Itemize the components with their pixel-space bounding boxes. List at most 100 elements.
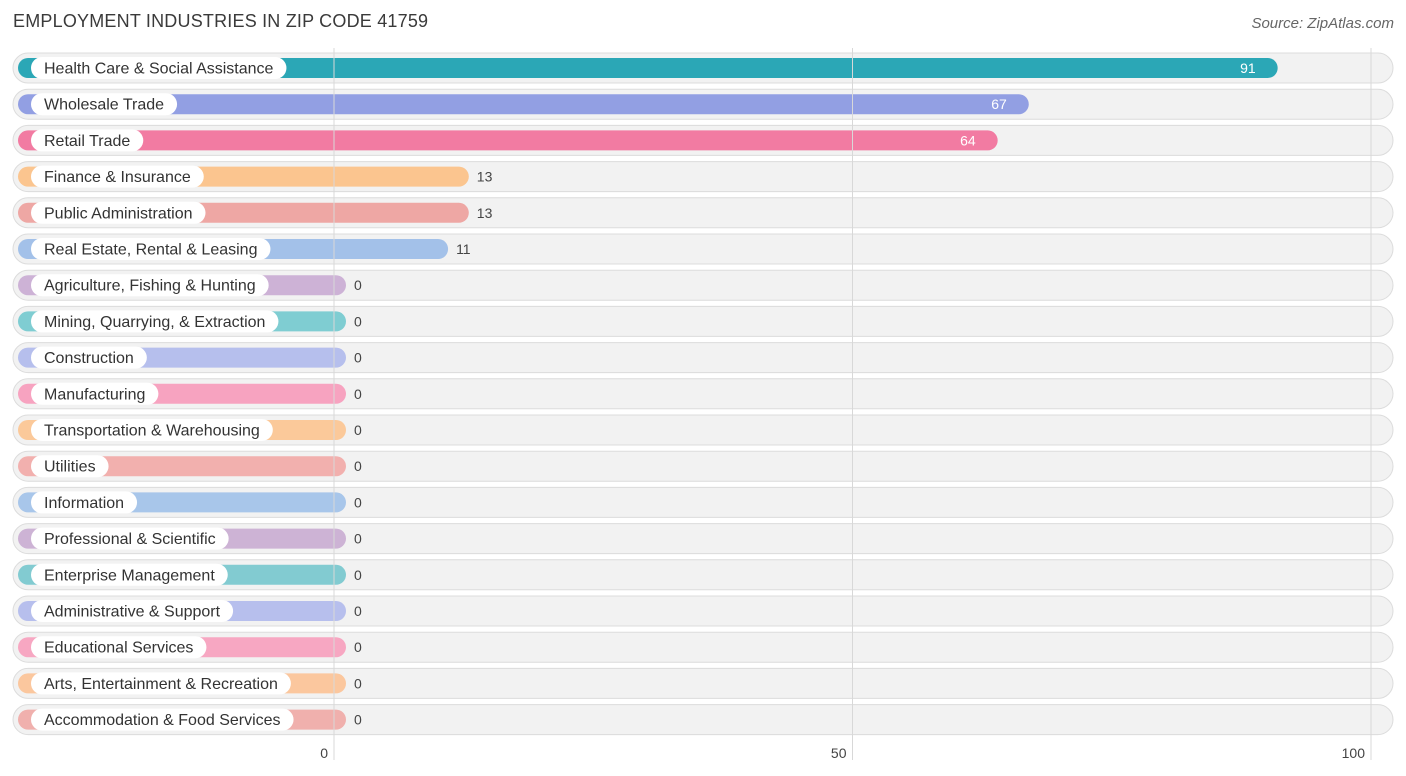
chart-title: EMPLOYMENT INDUSTRIES IN ZIP CODE 41759	[13, 11, 429, 31]
category-label: Construction	[44, 350, 134, 367]
category-label-pill	[31, 563, 228, 586]
row-background	[12, 631, 1394, 663]
row-background	[12, 414, 1394, 446]
data-label: 0	[354, 494, 362, 510]
data-label: 13	[477, 169, 493, 185]
category-label: Health Care & Social Assistance	[44, 61, 274, 78]
row-background	[12, 595, 1394, 627]
data-label: 11	[456, 241, 471, 257]
category-label: Manufacturing	[44, 386, 145, 403]
bar-row: Transportation & Warehousing 0	[12, 414, 1394, 446]
data-label: 0	[354, 712, 362, 728]
chart-source: Source: ZipAtlas.com	[1251, 15, 1394, 32]
category-label-pill	[31, 672, 291, 695]
category-label-pill	[31, 201, 206, 224]
bar-row: Enterprise Management 0	[12, 559, 1394, 591]
category-label: Accommodation & Food Services	[44, 712, 281, 729]
bar	[18, 130, 998, 151]
bar-row: Utilities 0	[12, 450, 1394, 482]
row-background	[12, 378, 1394, 410]
row-background	[12, 269, 1394, 301]
category-label: Administrative & Support	[44, 604, 221, 621]
x-tick-label: 0	[320, 745, 328, 761]
row-background	[12, 523, 1394, 555]
category-label-pill	[31, 346, 147, 369]
category-label-pill	[31, 165, 204, 188]
category-label-pill	[31, 708, 294, 731]
category-label: Retail Trade	[44, 133, 130, 150]
bar-row: Agriculture, Fishing & Hunting 0	[12, 269, 1394, 301]
category-label: Enterprise Management	[44, 567, 215, 584]
bar-row: Accommodation & Food Services 0	[12, 704, 1394, 736]
category-label-pill	[31, 274, 269, 297]
grid-lines	[333, 48, 1372, 760]
category-label: Wholesale Trade	[44, 97, 164, 114]
bar-row: Educational Services 0	[12, 631, 1394, 663]
bar-row: Finance & Insurance 13	[12, 161, 1394, 193]
category-label-pill	[31, 491, 138, 514]
row-background	[12, 305, 1394, 337]
row-background	[12, 667, 1394, 699]
bar-row: Information 0	[12, 486, 1394, 518]
data-label: 0	[354, 567, 362, 583]
category-label: Public Administration	[44, 205, 193, 222]
data-label: 0	[354, 675, 362, 691]
bar-row: Administrative & Support 0	[12, 595, 1394, 627]
category-label: Utilities	[44, 459, 96, 476]
data-label: 64	[960, 132, 976, 148]
category-label: Finance & Insurance	[44, 169, 191, 186]
category-label: Real Estate, Rental & Leasing	[44, 242, 257, 259]
category-label-pill	[31, 636, 207, 659]
category-label-pill	[31, 93, 178, 116]
data-label: 91	[1240, 60, 1256, 76]
bar-row: Wholesale Trade 67	[12, 88, 1394, 120]
data-label: 0	[354, 603, 362, 619]
x-tick-label: 100	[1342, 745, 1366, 761]
data-label: 0	[354, 639, 362, 655]
bar-row: Manufacturing 0	[12, 378, 1394, 410]
x-axis-ticks: 0 50 100	[320, 745, 1365, 761]
category-label-pill	[31, 455, 109, 478]
data-label: 67	[991, 96, 1007, 112]
category-label-pill	[31, 600, 234, 622]
data-label: 0	[354, 313, 362, 329]
data-label: 0	[354, 458, 362, 474]
row-background	[12, 342, 1394, 374]
category-label: Educational Services	[44, 640, 193, 657]
category-label: Mining, Quarrying, & Extraction	[44, 314, 265, 331]
row-background	[12, 559, 1394, 591]
category-label-pill	[31, 527, 229, 550]
bar-row: Professional & Scientific 0	[12, 523, 1394, 555]
category-label-pill	[31, 419, 273, 441]
data-label: 0	[354, 422, 362, 438]
row-background	[12, 486, 1394, 518]
category-label-pill	[31, 238, 271, 260]
bar-row: Real Estate, Rental & Leasing 11	[12, 233, 1394, 265]
category-label-pill	[31, 129, 144, 152]
x-tick-label: 50	[831, 745, 847, 761]
bar-row: Mining, Quarrying, & Extraction 0	[12, 305, 1394, 337]
bar-row: Retail Trade 64	[12, 124, 1394, 156]
category-label: Transportation & Warehousing	[44, 423, 260, 440]
data-label: 0	[354, 386, 362, 402]
category-label: Professional & Scientific	[44, 531, 216, 548]
category-label-pill	[31, 310, 279, 333]
data-label: 0	[354, 277, 362, 293]
bar-row: Construction 0	[12, 342, 1394, 374]
bar-row: Health Care & Social Assistance 91	[12, 52, 1394, 84]
category-label: Agriculture, Fishing & Hunting	[44, 278, 256, 295]
category-label-pill	[31, 57, 287, 79]
category-label: Information	[44, 495, 124, 512]
row-background	[12, 450, 1394, 482]
bar-row: Arts, Entertainment & Recreation 0	[12, 667, 1394, 699]
category-label: Arts, Entertainment & Recreation	[44, 676, 278, 693]
bar	[18, 94, 1029, 115]
bar	[18, 58, 1278, 78]
category-label-pill	[31, 382, 159, 405]
data-label: 13	[477, 205, 493, 221]
data-label: 0	[354, 531, 362, 547]
data-label: 0	[354, 350, 362, 366]
row-background	[12, 704, 1394, 736]
